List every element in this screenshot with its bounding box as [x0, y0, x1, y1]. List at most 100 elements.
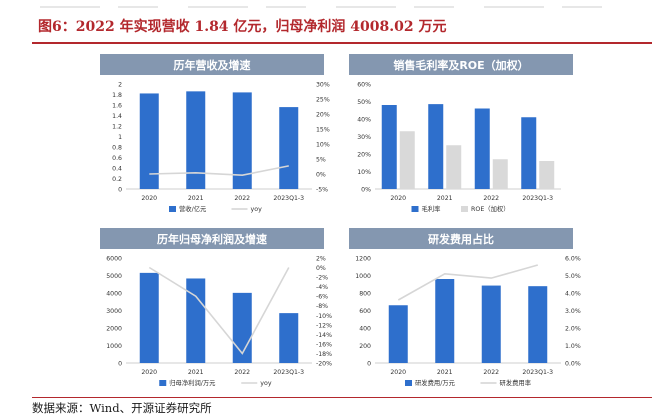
- right-tick-label: -16%: [316, 341, 332, 348]
- left-tick-label: 400: [359, 326, 371, 333]
- bar-item-2021: [428, 104, 444, 189]
- line-yoy: [148, 266, 290, 355]
- bar-item-2022: [232, 92, 252, 189]
- bar-roe-2020: [399, 131, 415, 189]
- title-rule: [32, 42, 652, 44]
- category-label: 2020: [141, 369, 157, 376]
- left-tick-label: 3000: [106, 308, 122, 315]
- chart-title-banner: [349, 228, 573, 249]
- chart-title: 历年营收及增速: [174, 58, 251, 72]
- right-tick-label: 10%: [316, 142, 330, 149]
- bar-item-2023q1-3: [279, 107, 299, 189]
- right-tick-label: 1.0%: [565, 343, 581, 350]
- legend-swatch-roe: [461, 206, 468, 212]
- category-label: 2021: [437, 195, 453, 202]
- left-tick-label: 600: [359, 308, 371, 315]
- left-tick-label: 0: [367, 361, 371, 368]
- category-label: 2022: [483, 195, 499, 202]
- category-label: 2023Q1-3: [522, 369, 553, 376]
- bar-roe-2021: [446, 145, 462, 189]
- category-label: 2023Q1-3: [522, 195, 553, 202]
- category-label: 2020: [390, 369, 406, 376]
- left-tick-label: 30%: [357, 134, 371, 141]
- legend-label: 研发费用率: [500, 378, 531, 387]
- chart-title-banner: [100, 228, 324, 249]
- left-tick-label: 6000: [106, 256, 122, 263]
- left-tick-label: 1200: [355, 256, 371, 263]
- left-tick-label: 0.8: [112, 145, 122, 152]
- line-item: [397, 264, 539, 301]
- right-tick-label: -6%: [316, 294, 328, 301]
- category-label: 2022: [483, 369, 499, 376]
- legend-swatch-item: [159, 380, 167, 386]
- left-tick-label: 800: [359, 291, 371, 298]
- bar-item-2022: [481, 285, 501, 363]
- left-tick-label: 1.6: [112, 103, 122, 110]
- profit-chart: 历年归母净利润及增速 0 1000 2000 3000 4000 5000 6000 -20% -…: [98, 228, 340, 402]
- left-tick-label: 0%: [361, 187, 371, 194]
- legend-label: yoy: [251, 206, 263, 213]
- category-label: 2020: [141, 195, 157, 202]
- legend-label: yoy: [260, 380, 272, 387]
- left-tick-label: 1.2: [112, 124, 122, 131]
- category-label: 2020: [390, 195, 406, 202]
- bar-item-2021: [186, 91, 206, 189]
- right-tick-label: -8%: [316, 303, 328, 310]
- chart-title: 销售毛利率及ROE（加权）: [393, 58, 528, 72]
- left-tick-label: 50%: [357, 99, 371, 106]
- chart-title: 研发费用占比: [428, 232, 494, 246]
- right-tick-label: -20%: [316, 361, 332, 368]
- right-tick-label: -12%: [316, 322, 332, 329]
- bar-item-2020: [139, 272, 159, 363]
- figure-title: 图6：2022 年实现营收 1.84 亿元，归母净利润 4008.02 万元: [38, 19, 447, 35]
- left-tick-label: 0.4: [112, 166, 122, 173]
- left-tick-label: 40%: [357, 117, 371, 124]
- chart-title-banner: [349, 54, 573, 75]
- category-label: 2021: [437, 369, 453, 376]
- left-tick-label: 20%: [357, 152, 371, 159]
- right-tick-label: -5%: [316, 187, 328, 194]
- right-tick-label: 0%: [316, 265, 326, 272]
- bar-roe-2022: [492, 159, 508, 189]
- left-tick-label: 1000: [106, 343, 122, 350]
- revenue-chart: 历年营收及增速 0 0.2 0.4 0.6 0.8 1 1.2 1.4 1.6 1.8 2 -5% 0% 5…: [98, 54, 340, 228]
- right-tick-label: 2.0%: [565, 326, 581, 333]
- left-tick-label: 10%: [357, 169, 371, 176]
- right-tick-label: 4.0%: [565, 291, 581, 298]
- category-label: 2023Q1-3: [273, 369, 304, 376]
- left-tick-label: 200: [359, 343, 371, 350]
- bar-item-2021: [435, 279, 455, 363]
- legend-label: 营收/亿元: [179, 204, 207, 213]
- right-tick-label: 0.0%: [565, 361, 581, 368]
- right-tick-label: 0%: [316, 172, 326, 179]
- right-tick-label: -18%: [316, 351, 332, 358]
- margin-chart: 销售毛利率及ROE（加权） 0% 10% 20% 30% 40% 50% 60% 2020 202…: [347, 54, 589, 228]
- right-tick-label: -10%: [316, 313, 332, 320]
- bottom-rule: [32, 397, 652, 398]
- left-tick-label: 5000: [106, 273, 122, 280]
- rnd-chart: 研发费用占比 0 200 400 600 800 1000 1200 0.0% 1.0% 2.0% 3…: [347, 228, 589, 402]
- left-tick-label: 0.6: [112, 155, 122, 162]
- category-label: 2023Q1-3: [273, 195, 304, 202]
- left-tick-label: 60%: [357, 82, 371, 89]
- category-label: 2021: [188, 195, 204, 202]
- bar-item-2022: [474, 108, 490, 189]
- legend-label: 归母净利润/万元: [169, 378, 216, 387]
- bar-item-2023q1-3: [528, 286, 548, 363]
- left-tick-label: 0.2: [112, 176, 122, 183]
- right-tick-label: 20%: [316, 112, 330, 119]
- category-label: 2022: [234, 195, 250, 202]
- left-tick-label: 1.8: [112, 92, 122, 99]
- bar-item-2021: [186, 278, 206, 363]
- chart-title-banner: [100, 54, 324, 75]
- bar-item-2023q1-3: [521, 117, 537, 189]
- right-tick-label: 2%: [316, 256, 326, 263]
- left-tick-label: 2000: [106, 326, 122, 333]
- legend-swatch-item: [411, 206, 419, 212]
- bar-item-2023q1-3: [279, 313, 299, 363]
- legend-label: 毛利率: [422, 204, 441, 213]
- left-tick-label: 1: [118, 134, 122, 141]
- right-tick-label: -4%: [316, 284, 328, 291]
- right-tick-label: 30%: [316, 82, 330, 89]
- line-yoy: [149, 165, 289, 177]
